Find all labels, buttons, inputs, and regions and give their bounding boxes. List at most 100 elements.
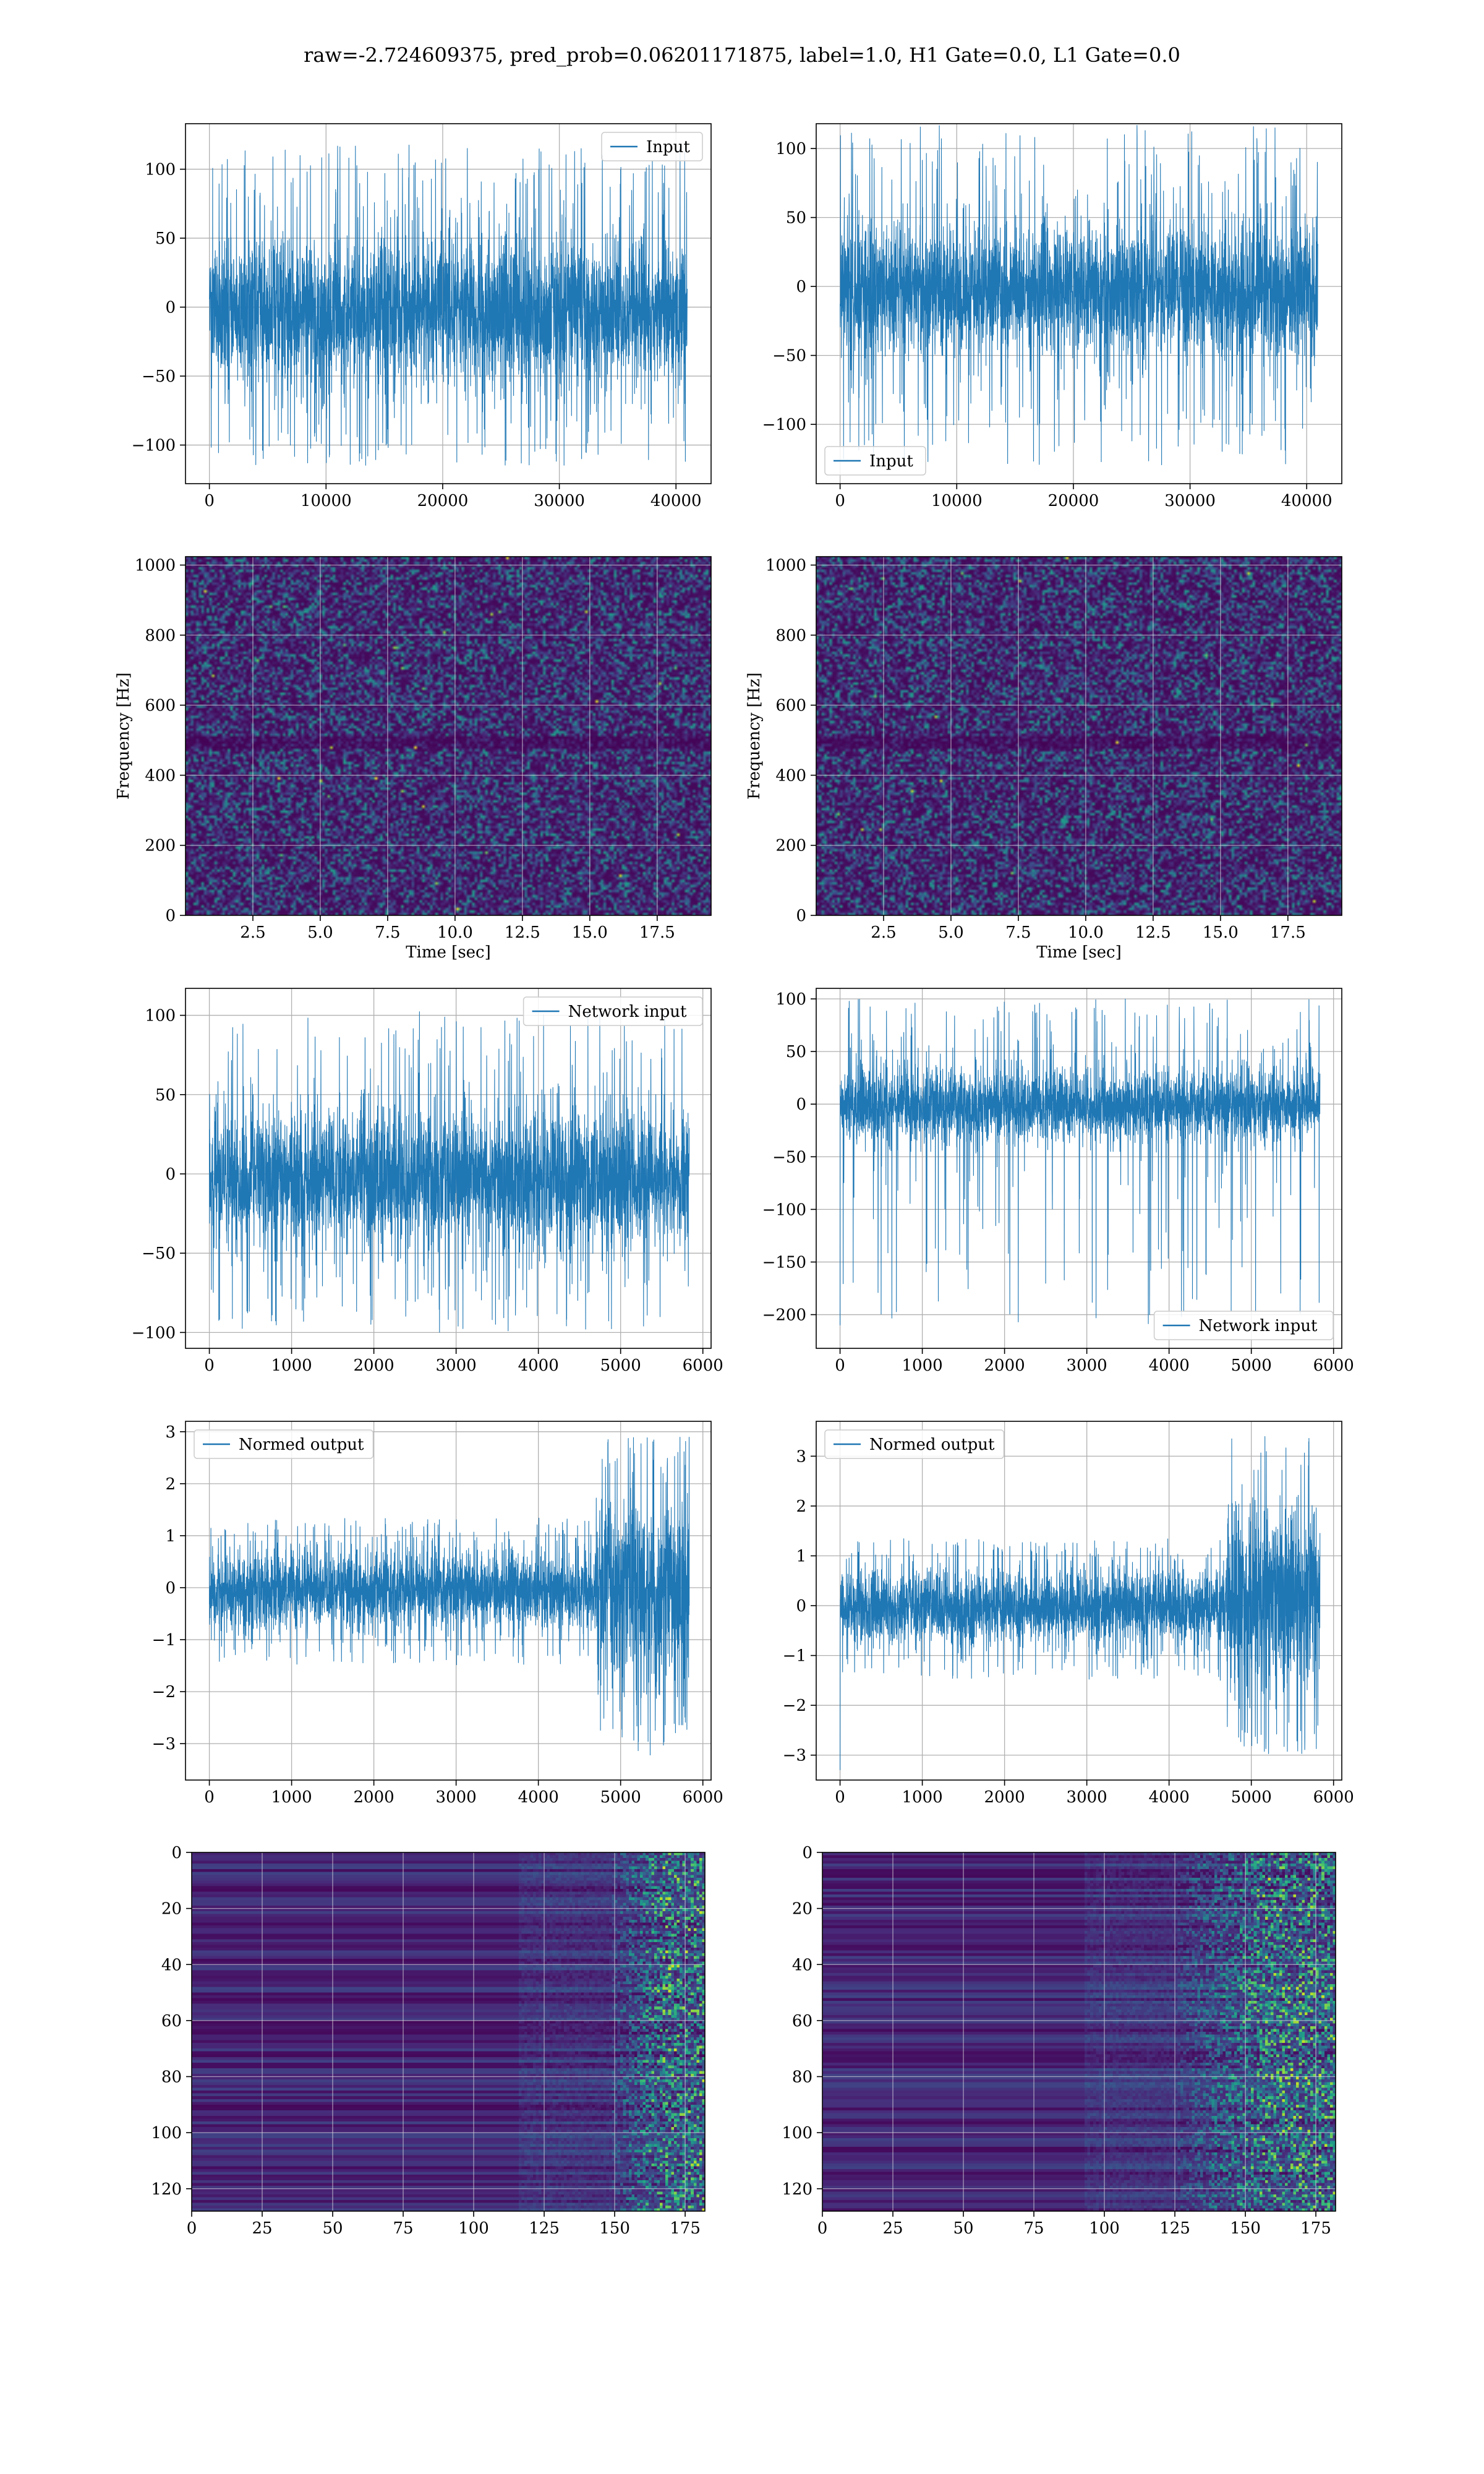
y-tick-label: 3 [165, 1423, 176, 1442]
x-tick-label: 12.5 [505, 923, 540, 942]
y-tick-label: 80 [792, 2068, 812, 2087]
legend-box [824, 446, 926, 476]
series-line [209, 1437, 690, 1756]
x-tick-label: 0 [204, 1788, 215, 1807]
x-tick-label: 5000 [1231, 1788, 1272, 1807]
x-tick-label: 6000 [683, 1356, 723, 1375]
y-tick-label: 100 [145, 1007, 176, 1025]
series-line [840, 1436, 1321, 1770]
y-tick-label: 0 [796, 907, 806, 925]
y-tick-label: 100 [782, 2124, 812, 2142]
x-tick-label: 50 [322, 2219, 343, 2238]
y-tick-label: 50 [155, 1086, 176, 1105]
x-tick-label: 7.5 [375, 923, 400, 942]
subplot-feat-h1: 0 25 50 75 100 125 150 175 0 20 40 60 80 100 120 [151, 1844, 706, 2238]
y-tick-label: −50 [772, 347, 806, 366]
y-tick-label: −3 [783, 1747, 806, 1765]
x-axis-label: Time [sec] [406, 943, 491, 962]
y-tick-label: −50 [772, 1148, 806, 1166]
x-tick-label: 15.0 [572, 923, 608, 942]
y-tick-label: 40 [161, 1956, 182, 1974]
x-tick-label: 175 [670, 2219, 701, 2238]
x-tick-label: 6000 [1313, 1788, 1354, 1807]
x-tick-label: 4000 [518, 1356, 559, 1375]
y-tick-label: 50 [155, 229, 176, 248]
y-tick-label: 0 [165, 907, 176, 925]
y-tick-label: −100 [132, 437, 176, 455]
x-tick-label: 40000 [650, 492, 702, 510]
x-tick-label: 125 [529, 2219, 560, 2238]
y-tick-label: 100 [775, 990, 806, 1009]
subplot-netin-h1: 0 1000 2000 3000 4000 5000 6000 −100 −50 0 50 100 Ne… [132, 988, 723, 1375]
y-tick-label: 0 [165, 1165, 176, 1184]
x-tick-label: 30000 [1164, 492, 1216, 510]
x-tick-label: 2.5 [240, 923, 265, 942]
x-tick-label: 25 [882, 2219, 903, 2238]
y-tick-label: 800 [145, 627, 176, 645]
y-tick-label: 1 [165, 1527, 176, 1546]
x-tick-label: 10.0 [1068, 923, 1104, 942]
x-tick-label: 17.5 [1270, 923, 1306, 942]
x-tick-label: 2000 [984, 1788, 1025, 1807]
x-tick-label: 1000 [271, 1788, 312, 1807]
x-tick-label: 5.0 [938, 923, 963, 942]
x-tick-label: 75 [393, 2219, 413, 2238]
legend-box [522, 996, 703, 1026]
y-tick-label: 400 [775, 766, 806, 785]
y-tick-label: 20 [161, 1900, 182, 1919]
x-tick-label: 3000 [436, 1356, 477, 1375]
x-tick-label: 3000 [1067, 1788, 1107, 1807]
subplot-feat-l1: 0 25 50 75 100 125 150 175 0 20 40 60 80 100 120 [782, 1844, 1336, 2238]
x-tick-label: 15.0 [1203, 923, 1239, 942]
x-tick-label: 2000 [984, 1356, 1025, 1375]
legend: Input [824, 446, 926, 476]
x-tick-label: 4000 [1149, 1356, 1190, 1375]
y-tick-label: −100 [132, 1324, 176, 1342]
x-tick-label: 175 [1300, 2219, 1331, 2238]
y-tick-label: 2 [796, 1497, 806, 1516]
y-tick-label: −2 [152, 1683, 176, 1701]
subplot-input-h1: 0 10000 20000 30000 40000 −100 −50 0 50 100 Input [132, 123, 712, 510]
y-tick-label: 100 [151, 2124, 182, 2142]
y-axis-label: Frequency [Hz] [114, 672, 133, 800]
legend: Normed output [194, 1429, 374, 1459]
x-tick-label: 10000 [931, 492, 983, 510]
axes-frame [185, 123, 712, 484]
x-tick-label: 2000 [354, 1788, 394, 1807]
y-tick-label: 80 [161, 2068, 182, 2087]
y-tick-label: 20 [792, 1900, 812, 1919]
axes-frame [191, 1852, 706, 2212]
y-tick-label: 100 [775, 140, 806, 158]
y-tick-label: −1 [783, 1647, 806, 1666]
legend-box [601, 132, 703, 161]
x-tick-label: 2000 [354, 1356, 394, 1375]
axes-frame [816, 556, 1342, 916]
y-tick-label: −100 [762, 416, 806, 434]
y-tick-label: 200 [145, 837, 176, 855]
gridlines [822, 1852, 1336, 2211]
legend: Network input [1153, 1311, 1334, 1340]
legend: Network input [522, 996, 703, 1026]
x-tick-label: 100 [458, 2219, 489, 2238]
x-tick-label: 20000 [417, 492, 469, 510]
x-tick-label: 0 [835, 492, 845, 510]
x-tick-label: 4000 [518, 1788, 559, 1807]
y-tick-label: −100 [762, 1201, 806, 1219]
y-tick-label: 0 [165, 1579, 176, 1598]
x-tick-label: 1000 [902, 1356, 943, 1375]
y-tick-label: 0 [165, 299, 176, 317]
x-tick-label: 7.5 [1005, 923, 1031, 942]
axes-frame [185, 1421, 712, 1781]
x-tick-label: 25 [252, 2219, 272, 2238]
series-line [840, 125, 1318, 466]
axes-frame [185, 556, 712, 916]
subplot-netin-l1: 0 1000 2000 3000 4000 5000 6000−200−150−100−50… [762, 988, 1354, 1375]
axes-frame [816, 123, 1342, 484]
subplot-spec-l1: 2.5 5.0 7.5 10.0 12.5 15.0 17.5 0 200 400 600 800 10… [745, 556, 1342, 962]
y-tick-label: 800 [775, 627, 806, 645]
y-tick-label: 100 [145, 161, 176, 179]
y-tick-label: −50 [142, 367, 176, 386]
legend-label: Input [869, 452, 913, 471]
heatmap-image [186, 557, 711, 915]
y-tick-label: 120 [782, 2180, 812, 2199]
